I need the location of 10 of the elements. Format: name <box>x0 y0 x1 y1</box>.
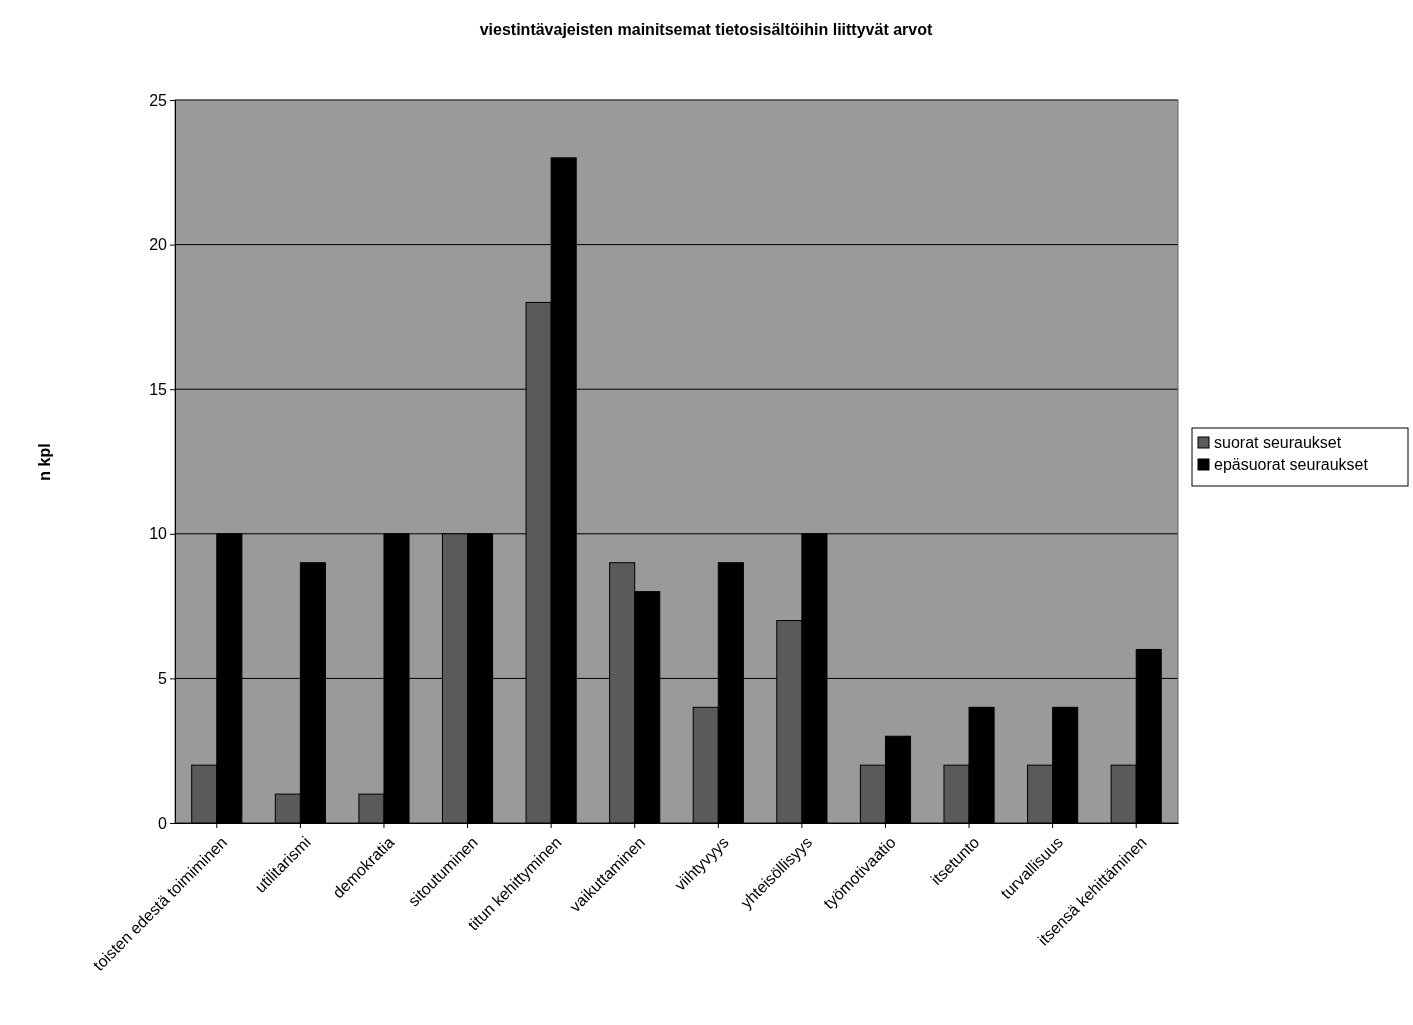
y-tick-label: 15 <box>149 380 168 398</box>
y-tick-label: 20 <box>149 236 168 254</box>
y-tick-label: 5 <box>158 670 168 688</box>
y-tick-label: 10 <box>149 525 168 543</box>
legend-label: epäsuorat seuraukset <box>1214 456 1369 473</box>
y-axis-title: n kpl <box>36 443 53 481</box>
legend-label: suorat seuraukset <box>1214 434 1342 451</box>
y-tick-label: 25 <box>149 91 168 109</box>
chart-title: viestintävajeisten mainitsemat tietosisältöihin liittyvät arvot <box>479 21 933 38</box>
y-tick-label: 0 <box>158 814 168 832</box>
